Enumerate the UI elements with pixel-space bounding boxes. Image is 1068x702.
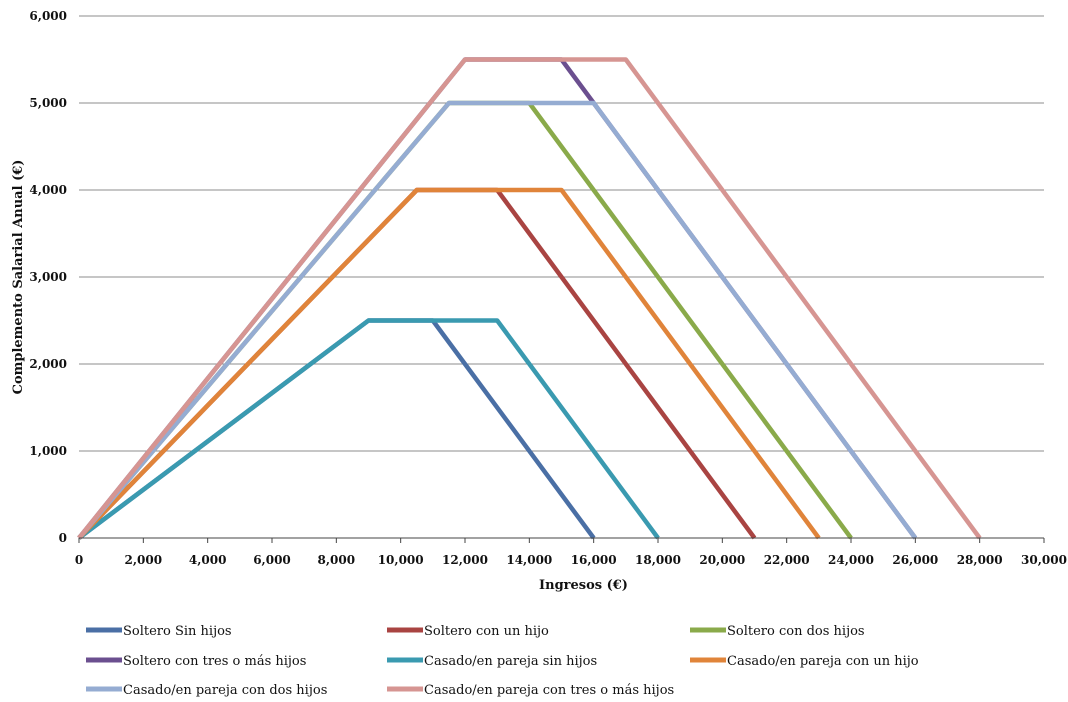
x-tick-label: 0	[75, 553, 83, 567]
series-line	[77, 318, 596, 540]
y-tick-label: 0	[59, 531, 67, 545]
legend-label: Casado/en pareja con tres o más hijos	[424, 683, 674, 698]
x-tick-label: 16,000	[571, 553, 617, 567]
legend: Soltero Sin hijos Soltero con un hijo Solt…	[86, 624, 919, 698]
axes	[78, 537, 1045, 543]
y-tick-label: 6,000	[29, 9, 67, 23]
x-tick-label: 12,000	[442, 553, 488, 567]
series-line	[77, 100, 918, 540]
series-line	[77, 187, 821, 540]
y-tick-label: 5,000	[29, 96, 67, 110]
x-tick-label: 6,000	[253, 553, 291, 567]
x-tick-label: 24,000	[828, 553, 874, 567]
x-tick-label: 26,000	[892, 553, 938, 567]
x-tick-label: 28,000	[957, 553, 1003, 567]
y-tick-label: 3,000	[29, 270, 67, 284]
y-tick-label: 2,000	[29, 357, 67, 371]
legend-label: Casado/en pareja sin hijos	[424, 654, 597, 669]
x-tick-label: 2,000	[125, 553, 163, 567]
legend-label: Soltero con un hijo	[424, 624, 549, 639]
legend-label: Casado/en pareja con dos hijos	[123, 683, 327, 698]
x-tick-label: 4,000	[189, 553, 227, 567]
legend-label: Soltero con tres o más hijos	[123, 654, 306, 669]
y-axis-title: Complemento Salarial Anual (€)	[11, 160, 26, 395]
x-tick-label: 30,000	[1021, 553, 1067, 567]
x-tick-label: 18,000	[635, 553, 681, 567]
legend-label: Casado/en pareja con un hijo	[727, 654, 919, 669]
series-line	[77, 318, 660, 540]
x-tick-label: 10,000	[378, 553, 424, 567]
x-axis-title: Ingresos (€)	[539, 578, 628, 593]
legend-label: Soltero con dos hijos	[727, 624, 865, 639]
x-tick-label: 20,000	[699, 553, 745, 567]
y-tick-label: 4,000	[29, 183, 67, 197]
legend-label: Soltero Sin hijos	[123, 624, 232, 639]
tick-labels: 0 1,000 2,000 3,000 4,000 5,000 6,000 0 2,000 4,0…	[29, 9, 1067, 567]
series-line	[77, 57, 982, 540]
x-tick-label: 22,000	[764, 553, 810, 567]
y-tick-label: 1,000	[29, 444, 67, 458]
x-tick-label: 8,000	[318, 553, 356, 567]
series-line	[77, 57, 918, 540]
series-lines	[77, 57, 982, 540]
x-tick-label: 14,000	[506, 553, 552, 567]
